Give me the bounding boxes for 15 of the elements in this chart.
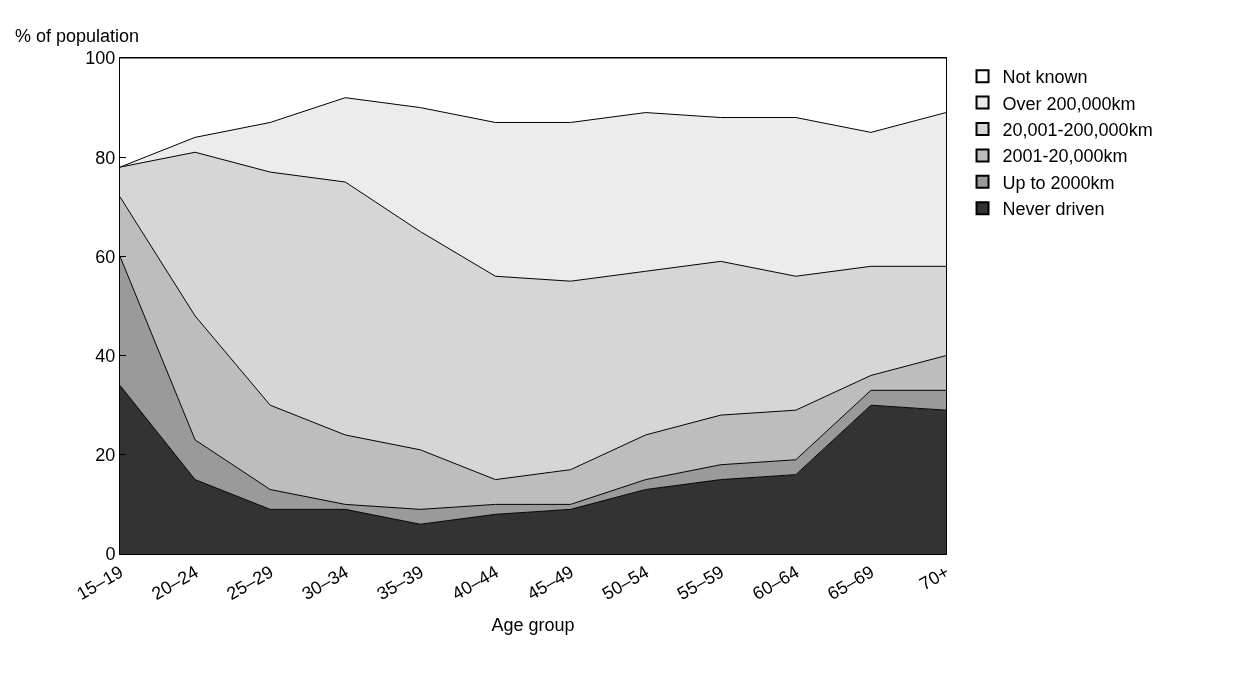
y-tick-label: 60 <box>95 246 116 267</box>
legend-label: 2001-20,000km <box>1002 146 1128 167</box>
y-tick-label: 40 <box>95 345 116 366</box>
y-axis-title: % of population <box>15 26 140 46</box>
legend-label: Never driven <box>1002 199 1105 220</box>
y-tick-label: 80 <box>95 147 116 168</box>
x-tick-label: 70+ <box>916 561 953 595</box>
y-tick-label: 0 <box>105 544 116 565</box>
legend-label: Over 200,000km <box>1002 93 1136 114</box>
legend-label: 20,001-200,000km <box>1002 120 1153 141</box>
y-tick-label: 100 <box>85 48 116 69</box>
y-tick-label: 20 <box>95 445 116 466</box>
legend-label: Up to 2000km <box>1002 172 1115 193</box>
x-axis-title: Age group <box>491 614 575 635</box>
legend-label: Not known <box>1002 67 1088 88</box>
